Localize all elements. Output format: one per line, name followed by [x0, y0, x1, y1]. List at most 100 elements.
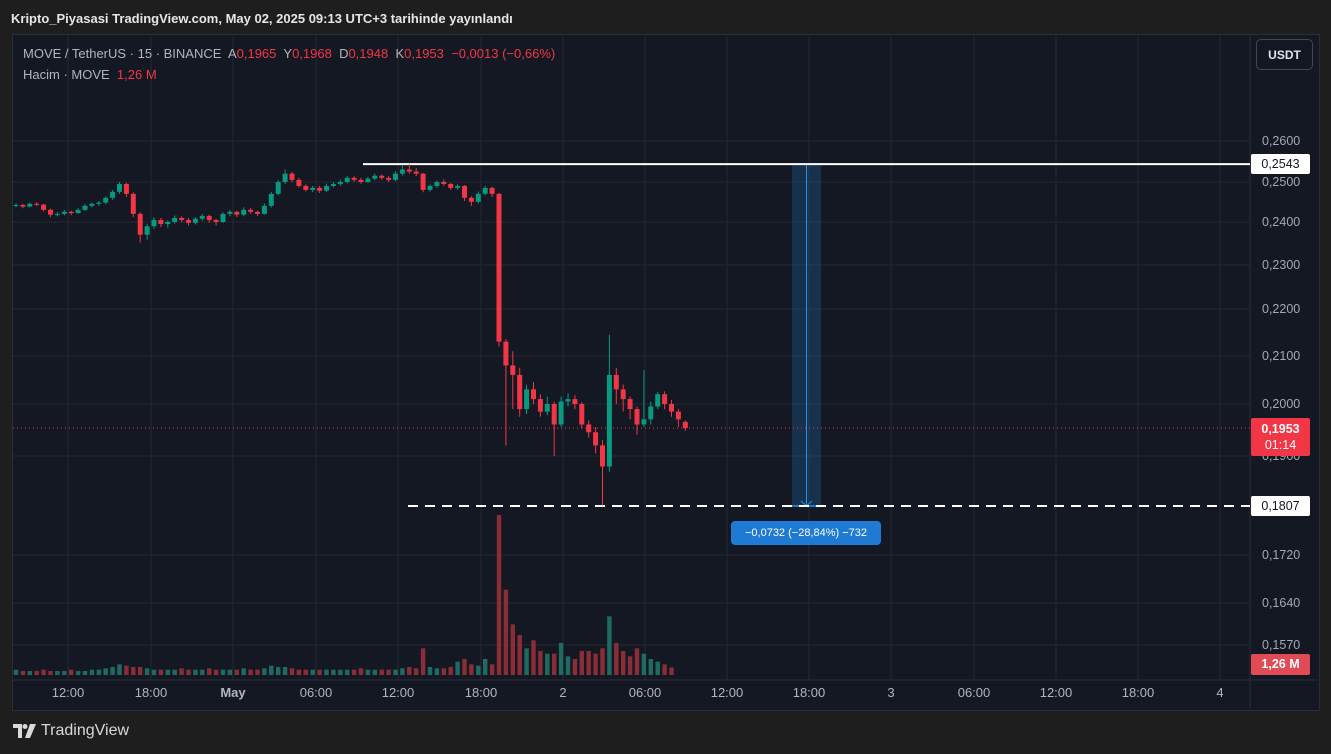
candle-body	[482, 187, 488, 194]
price-tick-label: 0,2400	[1262, 215, 1301, 229]
volume-bar	[365, 669, 371, 675]
price-tick-label: 0,2200	[1262, 302, 1301, 316]
volume-bar	[627, 656, 633, 675]
volume-title[interactable]: Hacim · MOVE	[23, 67, 110, 82]
volume-bar	[517, 635, 522, 675]
candle-body	[586, 424, 592, 433]
time-tick-label: 06:00	[299, 685, 333, 700]
time-tick-label: 2	[559, 685, 567, 700]
current-price: 0,1953	[1261, 422, 1300, 436]
volume-bar	[372, 669, 377, 675]
candle-body	[613, 374, 619, 390]
volume-bar	[41, 669, 46, 675]
chart-legend: MOVE / TetherUS · 15 · BINANCE A0,1965 Y…	[23, 45, 555, 87]
candle-body	[620, 389, 626, 400]
candle-body	[275, 182, 281, 194]
open-value: 0,1965	[236, 46, 277, 61]
volume-bar	[124, 665, 129, 675]
volume-bar	[69, 669, 74, 675]
volume-bar	[96, 669, 101, 675]
volume-bar	[469, 664, 474, 675]
high-value: 0,1968	[292, 46, 332, 61]
volume-bar	[524, 648, 529, 675]
candle-body	[379, 175, 385, 178]
volume-bar	[20, 671, 26, 675]
volume-bar	[62, 671, 67, 675]
candle-body	[565, 399, 571, 402]
volume-bar	[462, 659, 467, 675]
volume-bar	[455, 661, 460, 675]
volume-bar	[586, 651, 591, 675]
candle-body	[151, 219, 157, 227]
volume-bar	[172, 669, 177, 675]
volume-bar	[489, 664, 495, 675]
candle-body	[34, 203, 40, 205]
price-tick-label: 0,2100	[1262, 349, 1301, 363]
volume-bar	[345, 669, 350, 675]
volume-bar	[82, 671, 88, 675]
volume-bar	[262, 668, 267, 675]
candle-body	[117, 183, 122, 192]
volume-bar	[317, 669, 322, 675]
candle-body	[358, 179, 364, 182]
volume-bar	[227, 669, 233, 675]
volume-bar	[186, 669, 191, 675]
publication-header: Kripto_Piyasasi TradingView.com, May 02,…	[11, 11, 513, 26]
volume-bar	[476, 665, 481, 675]
candle-body	[54, 213, 60, 215]
tradingview-logo[interactable]: TradingView	[13, 722, 129, 740]
volume-bar	[296, 669, 302, 675]
volume-bar	[131, 667, 136, 675]
volume-bar	[662, 664, 667, 675]
volume-bar	[641, 653, 647, 675]
volume-bar	[648, 659, 653, 675]
measurement-label[interactable]: −0,0732 (−28,84%) −732	[731, 521, 881, 545]
volume-bar	[338, 669, 343, 675]
candle-body	[544, 404, 550, 412]
candle-body	[41, 204, 47, 210]
candle-body	[386, 177, 392, 180]
volume-bar	[565, 656, 571, 675]
price-tick-label: 0,2500	[1262, 175, 1301, 189]
volume-bar	[545, 653, 550, 675]
candle-body	[103, 197, 109, 203]
candle-body	[406, 169, 412, 172]
volume-bar	[400, 668, 405, 675]
volume-bar	[607, 616, 612, 675]
volume-bar	[276, 667, 281, 675]
volume-bar	[27, 671, 32, 675]
candle-body	[475, 193, 481, 202]
volume-value: 1,26 M	[116, 67, 157, 82]
candle-body	[330, 183, 336, 186]
time-tick-label: 06:00	[628, 685, 662, 700]
volume-bar	[213, 669, 219, 675]
time-tick-label: 18:00	[464, 685, 498, 700]
volume-bar	[351, 669, 357, 675]
candle-body	[110, 191, 116, 198]
candle-body	[524, 389, 530, 410]
volume-bar	[324, 669, 329, 675]
candle-body	[234, 211, 240, 215]
volume-bar	[151, 669, 157, 675]
candle-body	[344, 177, 350, 182]
candle-body	[289, 173, 295, 180]
currency-button[interactable]: USDT	[1256, 39, 1313, 70]
candle-body	[468, 197, 474, 202]
time-tick-label: 12:00	[51, 685, 85, 700]
candle-body	[27, 203, 33, 207]
volume-bar	[282, 667, 288, 675]
candle-body	[675, 411, 681, 420]
chart-pane[interactable]	[12, 34, 1320, 711]
close-value: 0,1953	[404, 46, 444, 61]
volume-bar	[655, 661, 660, 675]
volume-bar	[34, 671, 39, 675]
candle-body	[655, 394, 661, 407]
candle-body	[551, 404, 557, 425]
candle-body	[558, 401, 564, 425]
volume-bar	[448, 667, 453, 675]
time-tick-label: 3	[887, 685, 895, 700]
symbol-title[interactable]: MOVE / TetherUS · 15 · BINANCE	[23, 46, 222, 61]
candle-body	[20, 205, 26, 207]
candle-body	[627, 399, 633, 410]
